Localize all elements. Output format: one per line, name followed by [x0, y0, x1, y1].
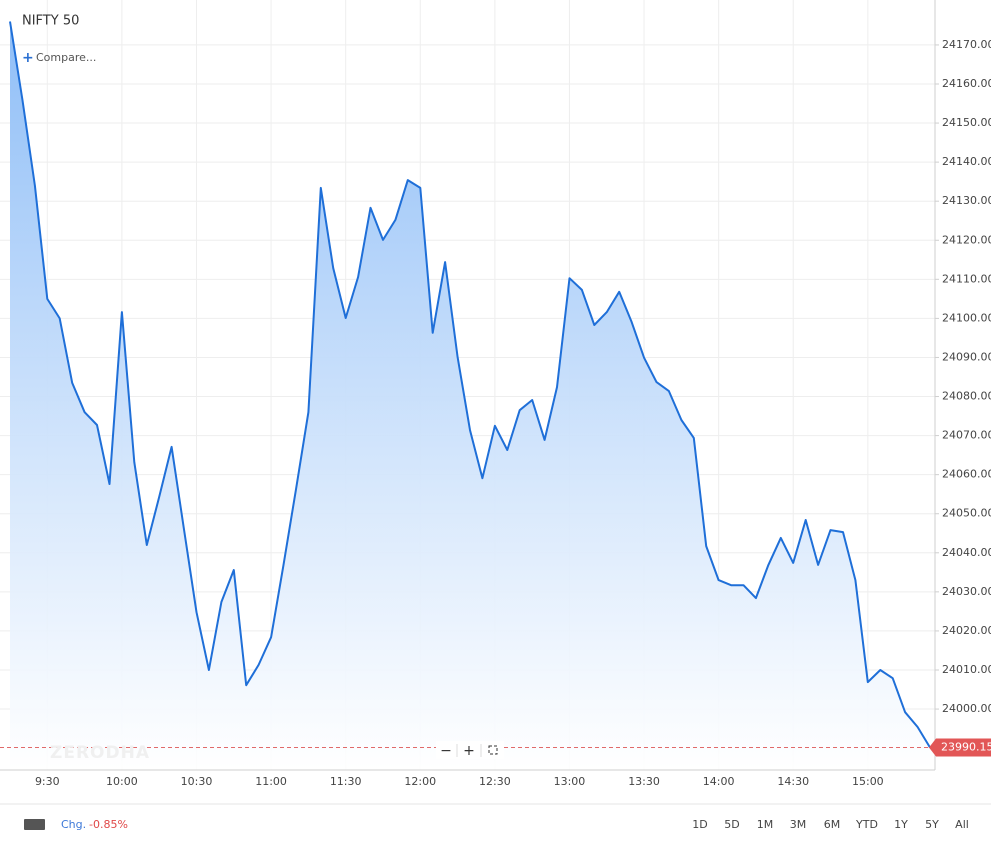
y-tick-label: 24070.00 — [942, 429, 991, 442]
range-button[interactable]: All — [955, 818, 969, 831]
y-tick-label: 24010.00 — [942, 663, 991, 676]
change-label: Chg. — [61, 818, 86, 831]
range-button[interactable]: 1D — [692, 818, 707, 831]
watermark: ZERODHA — [50, 743, 150, 763]
range-button[interactable]: YTD — [855, 818, 878, 831]
y-tick-label: 24100.00 — [942, 311, 991, 324]
zoom-out[interactable]: − — [440, 743, 452, 759]
x-tick-label: 14:00 — [703, 775, 735, 788]
x-tick-label: 10:00 — [106, 775, 138, 788]
x-tick-label: 10:30 — [181, 775, 213, 788]
chart-title: NIFTY 50 — [22, 14, 79, 29]
y-tick-label: 24110.00 — [942, 272, 991, 285]
y-tick-label: 24130.00 — [942, 194, 991, 207]
range-button[interactable]: 5D — [724, 818, 739, 831]
range-button[interactable]: 1Y — [894, 818, 908, 831]
zoom-reset[interactable] — [488, 745, 498, 755]
y-tick-label: 24080.00 — [942, 390, 991, 403]
zoom-controls: − + — [436, 741, 504, 759]
range-button[interactable]: 1M — [757, 818, 774, 831]
y-tick-label: 24090.00 — [942, 350, 991, 363]
y-tick-label: 24060.00 — [942, 468, 991, 481]
last-price-tag — [929, 738, 991, 757]
zoom-in[interactable]: + — [463, 743, 475, 759]
keyboard-icon[interactable] — [24, 819, 45, 830]
price-line — [9, 21, 931, 749]
x-tick-label: 13:30 — [628, 775, 660, 788]
y-tick-label: 24160.00 — [942, 77, 991, 90]
y-tick-label: 24030.00 — [942, 585, 991, 598]
y-tick-label: 24020.00 — [942, 624, 991, 637]
range-button[interactable]: 3M — [790, 818, 807, 831]
compare-button[interactable]: Compare... — [36, 51, 96, 64]
range-button[interactable]: 6M — [824, 818, 841, 831]
x-tick-label: 13:00 — [554, 775, 586, 788]
y-tick-label: 24120.00 — [942, 233, 991, 246]
change-value: -0.85% — [89, 818, 128, 831]
x-tick-label: 12:00 — [404, 775, 436, 788]
compare-icon[interactable]: + — [22, 50, 34, 66]
range-button[interactable]: 5Y — [925, 818, 939, 831]
y-tick-label: 24140.00 — [942, 155, 991, 168]
y-tick-label: 24170.00 — [942, 38, 991, 51]
x-tick-label: 14:30 — [777, 775, 809, 788]
x-tick-label: 15:00 — [852, 775, 884, 788]
x-tick-label: 11:00 — [255, 775, 287, 788]
zoom-box — [436, 741, 504, 759]
x-tick-label: 9:30 — [35, 775, 60, 788]
y-tick-label: 24000.00 — [942, 702, 991, 715]
last-price-label: 23990.15 — [941, 741, 991, 754]
x-tick-label: 11:30 — [330, 775, 362, 788]
y-tick-label: 24040.00 — [942, 546, 991, 559]
area — [10, 21, 930, 770]
y-tick-label: 24050.00 — [942, 507, 991, 520]
y-tick-label: 24150.00 — [942, 116, 991, 129]
x-tick-label: 12:30 — [479, 775, 511, 788]
